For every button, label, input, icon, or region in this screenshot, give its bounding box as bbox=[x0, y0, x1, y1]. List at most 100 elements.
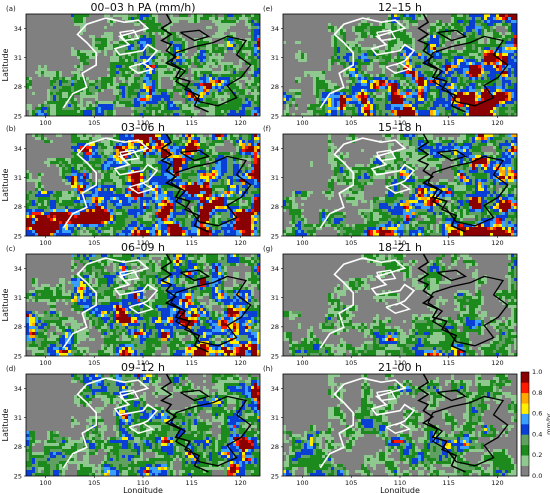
x-tick-label: 105 bbox=[345, 479, 357, 487]
plateau-contour bbox=[62, 17, 159, 109]
colorbar-frame bbox=[520, 371, 530, 477]
y-tick-label: 25 bbox=[14, 112, 22, 120]
x-tick-label: 100 bbox=[39, 239, 51, 247]
y-axis-label: Latitude bbox=[1, 288, 10, 321]
colorbar-tick-label: 0.8 bbox=[532, 389, 542, 397]
x-tick-label: 120 bbox=[234, 479, 246, 487]
plateau-contour-loop bbox=[118, 149, 140, 162]
plateau-contour bbox=[319, 257, 416, 349]
x-tick-label: 115 bbox=[186, 119, 198, 127]
y-tick-label: 25 bbox=[271, 472, 279, 480]
x-tick-label: 115 bbox=[443, 119, 455, 127]
x-tick-label: 110 bbox=[137, 119, 149, 127]
panel-title: 18–21 h bbox=[378, 241, 422, 254]
basin-contour bbox=[427, 275, 509, 347]
x-tick-label: 115 bbox=[443, 479, 455, 487]
plateau-contour bbox=[62, 377, 159, 469]
plateau-contour-loop bbox=[128, 182, 155, 194]
panel-label: (g) bbox=[263, 245, 273, 253]
panel-label: (d) bbox=[6, 365, 16, 373]
x-tick-label: 120 bbox=[234, 119, 246, 127]
panel-title: 15–18 h bbox=[378, 121, 422, 134]
basin-contour-loop bbox=[180, 389, 211, 402]
y-tick-label: 31 bbox=[271, 54, 279, 62]
x-tick-label: 110 bbox=[394, 479, 406, 487]
colorbar-tick-label: 0.4 bbox=[532, 430, 542, 438]
plateau-contour-loop bbox=[375, 149, 397, 162]
x-tick-label: 100 bbox=[39, 479, 51, 487]
plateau-contour-loop bbox=[385, 182, 412, 194]
x-tick-label: 110 bbox=[394, 119, 406, 127]
panel-f: 15–18 h (f) 100 105 110 115 120 25 28 31 34 bbox=[263, 121, 518, 247]
x-tick-label: 105 bbox=[88, 359, 100, 367]
plateau-contour-loop bbox=[385, 422, 412, 434]
x-tick-label: 105 bbox=[345, 239, 357, 247]
y-tick-label: 25 bbox=[14, 232, 22, 240]
x-tick-label: 115 bbox=[443, 359, 455, 367]
colorbar-segment bbox=[521, 444, 529, 456]
y-axis-label: Latitude bbox=[1, 408, 10, 441]
plateau-contour-loop bbox=[118, 29, 140, 42]
y-tick-label: 34 bbox=[14, 25, 22, 33]
y-tick-label: 34 bbox=[271, 265, 279, 273]
colorbar-tick-label: 0.2 bbox=[532, 451, 542, 459]
colorbar-segment bbox=[521, 455, 529, 466]
basin-contour bbox=[427, 155, 509, 227]
colorbar-label: mm/hr bbox=[545, 413, 550, 435]
plateau-contour-loop bbox=[118, 269, 140, 282]
x-tick-label: 105 bbox=[345, 119, 357, 127]
x-tick-label: 120 bbox=[234, 239, 246, 247]
x-tick-label: 105 bbox=[88, 119, 100, 127]
precip-field bbox=[283, 254, 517, 356]
colorbar-segment bbox=[521, 434, 529, 446]
x-tick-label: 120 bbox=[491, 359, 503, 367]
x-tick-label: 115 bbox=[443, 239, 455, 247]
panel-title: 09–12 h bbox=[121, 361, 165, 374]
y-tick-label: 31 bbox=[271, 294, 279, 302]
y-tick-label: 25 bbox=[271, 232, 279, 240]
y-tick-label: 28 bbox=[14, 443, 22, 451]
y-tick-label: 34 bbox=[271, 385, 279, 393]
y-tick-label: 25 bbox=[14, 472, 22, 480]
y-tick-label: 25 bbox=[14, 352, 22, 360]
y-tick-label: 28 bbox=[271, 443, 279, 451]
panel-title: 00–03 h PA (mm/h) bbox=[90, 1, 195, 14]
y-tick-label: 25 bbox=[271, 352, 279, 360]
y-axis-label: Latitude bbox=[1, 48, 10, 81]
y-tick-label: 34 bbox=[271, 145, 279, 153]
y-tick-label: 31 bbox=[14, 294, 22, 302]
x-tick-label: 100 bbox=[296, 119, 308, 127]
panel-title: 06–09 h bbox=[121, 241, 165, 254]
y-tick-label: 28 bbox=[271, 323, 279, 331]
panel-d: 09–12 h (d) 100 105 110 115 120 25 28 31 34 Latitud… bbox=[1, 361, 261, 493]
basin-contour bbox=[427, 35, 509, 107]
x-tick-label: 110 bbox=[394, 239, 406, 247]
x-tick-label: 115 bbox=[186, 239, 198, 247]
basin-contour-loop bbox=[180, 29, 211, 42]
colorbar-segment bbox=[521, 392, 529, 404]
plateau-contour-loop bbox=[118, 389, 140, 402]
plateau-contour-loop bbox=[128, 302, 155, 314]
plateau-contour-loop bbox=[385, 62, 412, 74]
plateau-contour-loop bbox=[385, 302, 412, 314]
plateau-contour-loop bbox=[128, 422, 155, 434]
y-tick-label: 34 bbox=[14, 385, 22, 393]
panel-label: (a) bbox=[6, 5, 16, 13]
x-tick-label: 120 bbox=[491, 479, 503, 487]
panel-label: (c) bbox=[6, 245, 16, 253]
panel-title: 03–06 h bbox=[121, 121, 165, 134]
y-tick-label: 31 bbox=[271, 414, 279, 422]
basin-contour bbox=[170, 275, 252, 347]
colorbar-tick-label: 0.0 bbox=[532, 472, 542, 480]
x-tick-label: 100 bbox=[296, 239, 308, 247]
colorbar: 0.0 0.2 0.4 0.6 0.8 1.0 mm/hr bbox=[520, 368, 550, 480]
basin-contour bbox=[170, 35, 252, 107]
y-tick-label: 28 bbox=[14, 83, 22, 91]
y-tick-label: 25 bbox=[271, 112, 279, 120]
x-tick-label: 110 bbox=[137, 239, 149, 247]
basin-contour-loop bbox=[180, 149, 211, 162]
precip-field bbox=[26, 14, 260, 116]
y-tick-label: 28 bbox=[271, 203, 279, 211]
panel-h: 21–00 h (h) 100 105 110 115 120 25 28 31 34 Longitu… bbox=[263, 361, 518, 493]
